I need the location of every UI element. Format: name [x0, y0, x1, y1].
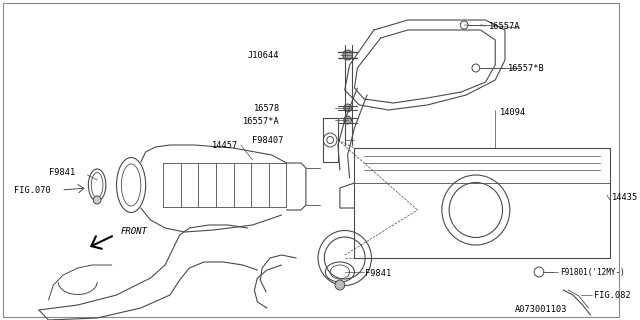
- Text: 16557*A: 16557*A: [243, 116, 280, 125]
- Text: FRONT: FRONT: [120, 228, 147, 236]
- Circle shape: [93, 196, 101, 204]
- Circle shape: [344, 116, 351, 124]
- Text: 16557A: 16557A: [488, 21, 520, 30]
- Text: 14094: 14094: [500, 108, 526, 116]
- Text: A073001103: A073001103: [515, 306, 567, 315]
- Text: F9841: F9841: [49, 167, 75, 177]
- Text: FIG.082: FIG.082: [595, 291, 631, 300]
- Text: 16557*B: 16557*B: [508, 63, 545, 73]
- Circle shape: [335, 280, 345, 290]
- Text: J10644: J10644: [247, 51, 278, 60]
- Text: F98407: F98407: [252, 135, 284, 145]
- Circle shape: [343, 50, 353, 60]
- Text: F91801('12MY-): F91801('12MY-): [561, 268, 625, 276]
- Text: 14457: 14457: [212, 140, 238, 149]
- Text: 16578: 16578: [253, 103, 280, 113]
- Text: 14435: 14435: [612, 194, 638, 203]
- Text: FIG.070: FIG.070: [13, 186, 51, 195]
- Text: F9841: F9841: [365, 269, 392, 278]
- Circle shape: [344, 104, 351, 112]
